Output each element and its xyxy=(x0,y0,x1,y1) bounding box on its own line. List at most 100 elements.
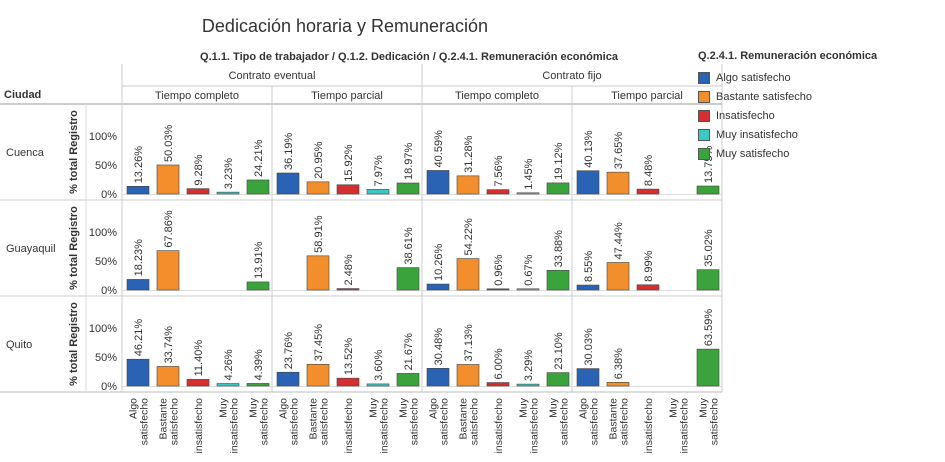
bar-quito-muy-insatisfecho xyxy=(366,383,390,387)
x-tick-label: Algo xyxy=(278,398,290,419)
legend-item-algo-satisfecho[interactable]: Algo satisfecho xyxy=(698,68,938,87)
x-tick-label: satisfecho xyxy=(289,398,301,445)
bar-quito-bastante-satisfecho xyxy=(306,363,330,387)
contract-header-contrato-eventual: Contrato eventual xyxy=(229,70,316,82)
bar-cuenca-insatisfecho xyxy=(336,184,360,195)
x-tick-label: Muy xyxy=(218,397,230,418)
bar-guayaquil-insatisfecho xyxy=(636,284,660,291)
bar-guayaquil-algo-satisfecho xyxy=(576,284,600,291)
legend-label: Muy satisfecho xyxy=(716,147,790,160)
data-label: 13.26% xyxy=(133,146,145,184)
y-tick-label: 100% xyxy=(89,323,117,335)
bar-quito-bastante-satisfecho xyxy=(456,364,480,387)
bar-cuenca-muy-insatisfecho xyxy=(366,189,390,195)
bar-cuenca-insatisfecho xyxy=(186,188,210,195)
data-label: 13.91% xyxy=(253,241,265,279)
x-tick-label: satisfecho xyxy=(409,398,421,445)
data-label: 10.26% xyxy=(433,244,445,282)
data-label: 15.92% xyxy=(343,144,355,182)
bar-cuenca-insatisfecho xyxy=(636,188,660,195)
grid-layer xyxy=(0,64,723,393)
x-tick-label: Muy xyxy=(368,397,380,418)
bar-guayaquil-insatisfecho xyxy=(486,288,510,291)
legend-label: Bastante satisfecho xyxy=(716,90,813,103)
y-tick-label: 100% xyxy=(89,227,117,239)
data-label: 3.23% xyxy=(223,158,235,189)
x-tick-label: insatisfecho xyxy=(529,398,541,454)
bar-cuenca-muy-satisfecho xyxy=(546,182,570,195)
data-label: 40.59% xyxy=(433,130,445,168)
legend-label: Muy insatisfecho xyxy=(716,128,798,141)
data-label: 63.59% xyxy=(703,309,715,347)
data-label: 8.99% xyxy=(643,250,655,281)
bar-guayaquil-algo-satisfecho xyxy=(126,279,150,291)
legend-item-muy-satisfecho[interactable]: Muy satisfecho xyxy=(698,144,938,163)
data-label: 31.28% xyxy=(463,135,475,173)
data-label: 0.67% xyxy=(523,254,535,285)
bar-quito-bastante-satisfecho xyxy=(156,366,180,387)
bar-quito-algo-satisfecho xyxy=(276,371,300,387)
x-tick-label: satisfecho xyxy=(589,398,601,445)
bar-guayaquil-algo-satisfecho xyxy=(426,283,450,291)
dedication-header-tiempo-completo: Tiempo completo xyxy=(455,90,539,102)
x-tick-label: satisfecho xyxy=(469,398,481,445)
legend-item-muy-insatisfecho[interactable]: Muy insatisfecho xyxy=(698,125,938,144)
data-label: 6.38% xyxy=(613,348,625,379)
bar-quito-muy-insatisfecho xyxy=(216,383,240,387)
bar-quito-insatisfecho xyxy=(486,382,510,387)
bar-quito-muy-satisfecho xyxy=(696,348,720,387)
x-tick-label: insatisfecho xyxy=(229,398,241,454)
x-tick-label: satisfecho xyxy=(319,398,331,445)
y-tick-label: 50% xyxy=(95,256,117,268)
data-label: 1.45% xyxy=(523,158,535,189)
x-tick-label: satisfecho xyxy=(169,398,181,445)
data-label: 50.03% xyxy=(163,124,175,162)
x-tick-label: Muy xyxy=(548,397,560,418)
x-tick-label: insatisfecho xyxy=(343,398,355,454)
data-label: 47.44% xyxy=(613,222,625,260)
y-tick-label: 100% xyxy=(89,131,117,143)
bar-cuenca-algo-satisfecho xyxy=(276,172,300,195)
legend-label: Insatisfecho xyxy=(716,109,775,122)
data-label: 18.97% xyxy=(403,142,415,180)
legend-item-bastante-satisfecho[interactable]: Bastante satisfecho xyxy=(698,87,938,106)
x-tick-label: insatisfecho xyxy=(679,398,691,454)
data-label: 19.12% xyxy=(553,142,565,180)
bar-quito-algo-satisfecho xyxy=(426,368,450,387)
data-label: 7.97% xyxy=(373,155,385,186)
y-tick-label: 50% xyxy=(95,352,117,364)
data-label: 40.13% xyxy=(583,130,595,168)
x-tick-label: Muy xyxy=(398,397,410,418)
bar-guayaquil-muy-satisfecho xyxy=(246,281,270,291)
bar-cuenca-bastante-satisfecho xyxy=(306,181,330,195)
x-tick-label: Muy xyxy=(668,397,680,418)
legend-swatch xyxy=(698,128,710,141)
x-tick-label: Bastante xyxy=(308,398,320,440)
x-tick-label: Bastante xyxy=(458,398,470,440)
bar-guayaquil-insatisfecho xyxy=(336,288,360,291)
y-tick-label: 0% xyxy=(101,381,117,393)
bar-cuenca-algo-satisfecho xyxy=(126,186,150,195)
data-label: 46.21% xyxy=(133,319,145,357)
bar-quito-algo-satisfecho xyxy=(576,368,600,387)
data-label: 8.48% xyxy=(643,155,655,186)
row-label-quito: Quito xyxy=(6,339,32,351)
bar-cuenca-bastante-satisfecho xyxy=(156,164,180,195)
row-label-cuenca: Cuenca xyxy=(6,147,45,159)
data-label: 4.26% xyxy=(223,349,235,380)
data-label: 9.28% xyxy=(193,154,205,185)
y-tick-label: 0% xyxy=(101,285,117,297)
x-tick-label: Bastante xyxy=(158,398,170,440)
legend-item-insatisfecho[interactable]: Insatisfecho xyxy=(698,106,938,125)
data-label: 30.48% xyxy=(433,328,445,366)
data-label: 24.21% xyxy=(253,139,265,177)
data-label: 2.48% xyxy=(343,254,355,285)
x-tick-label: insatisfecho xyxy=(643,398,655,454)
bar-guayaquil-muy-insatisfecho xyxy=(516,288,540,291)
bar-guayaquil-bastante-satisfecho xyxy=(606,262,630,291)
bar-cuenca-algo-satisfecho xyxy=(426,170,450,195)
data-label: 8.55% xyxy=(583,251,595,282)
y-axis-label: % total Registro xyxy=(68,206,80,290)
bar-quito-muy-insatisfecho xyxy=(516,383,540,387)
